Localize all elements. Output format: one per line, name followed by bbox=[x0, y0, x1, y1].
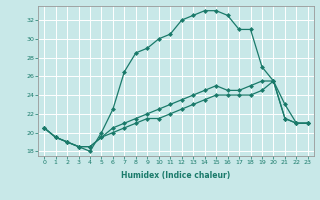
X-axis label: Humidex (Indice chaleur): Humidex (Indice chaleur) bbox=[121, 171, 231, 180]
